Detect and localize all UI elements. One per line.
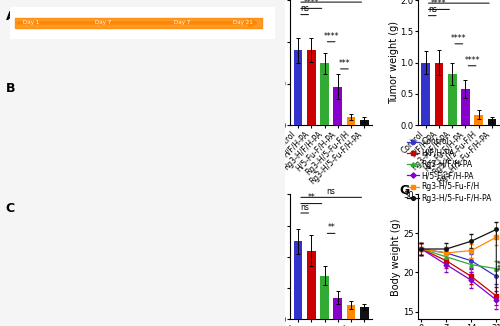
Y-axis label: Tumor weight (g): Tumor weight (g) — [389, 21, 399, 104]
Bar — [360, 307, 368, 319]
Text: C: C — [6, 202, 15, 215]
Bar — [360, 120, 368, 125]
Bar — [334, 298, 342, 319]
Text: B: B — [6, 82, 15, 95]
Bar — [320, 275, 329, 319]
Text: ****: **** — [451, 34, 466, 43]
Text: Day 1: Day 1 — [23, 20, 40, 25]
Bar — [307, 251, 316, 319]
Bar — [422, 63, 430, 125]
Text: ***: *** — [326, 0, 337, 1]
Bar — [346, 117, 356, 125]
Text: ****: **** — [324, 32, 339, 40]
Text: ***: *** — [338, 59, 350, 68]
Bar — [448, 74, 456, 125]
Text: Day 21: Day 21 — [234, 20, 253, 25]
Text: ns: ns — [300, 203, 309, 212]
Text: D: D — [272, 0, 282, 3]
Text: Day 7: Day 7 — [174, 20, 190, 25]
Bar — [461, 89, 470, 125]
Text: ****: **** — [304, 0, 319, 7]
Legend: Control, H/F/H-PA, Rg3-H/F/H-PA, H/5-Fu-F/H-PA, Rg3-H/5-Fu-F/H, Rg3-H/5-Fu-F/H-P: Control, H/F/H-PA, Rg3-H/F/H-PA, H/5-Fu-… — [404, 134, 495, 206]
Text: Day 7: Day 7 — [94, 20, 111, 25]
Text: E: E — [400, 0, 408, 3]
Bar — [434, 63, 444, 125]
Bar — [474, 115, 483, 125]
Text: **: ** — [328, 223, 335, 232]
Bar — [294, 241, 302, 319]
Y-axis label: CEA concentration (ng/mL): CEA concentration (ng/mL) — [264, 191, 274, 323]
Text: ****: **** — [464, 55, 480, 65]
Y-axis label: Tumor volume (mm³): Tumor volume (mm³) — [254, 11, 264, 114]
Bar — [294, 50, 302, 125]
Y-axis label: Body weight (g): Body weight (g) — [392, 218, 402, 296]
Bar — [307, 50, 316, 125]
Text: ****: **** — [431, 0, 446, 8]
Text: ***: *** — [453, 0, 464, 2]
Text: ***: *** — [498, 259, 500, 271]
Text: F: F — [272, 184, 280, 197]
Bar — [488, 119, 496, 125]
Bar — [334, 87, 342, 125]
Text: ns: ns — [428, 6, 437, 14]
Text: ns: ns — [300, 4, 309, 13]
Text: G: G — [400, 184, 410, 197]
Bar — [320, 64, 329, 125]
Bar — [346, 305, 356, 319]
Text: ns: ns — [326, 187, 336, 196]
Text: A: A — [6, 10, 16, 23]
Text: **: ** — [308, 193, 315, 202]
